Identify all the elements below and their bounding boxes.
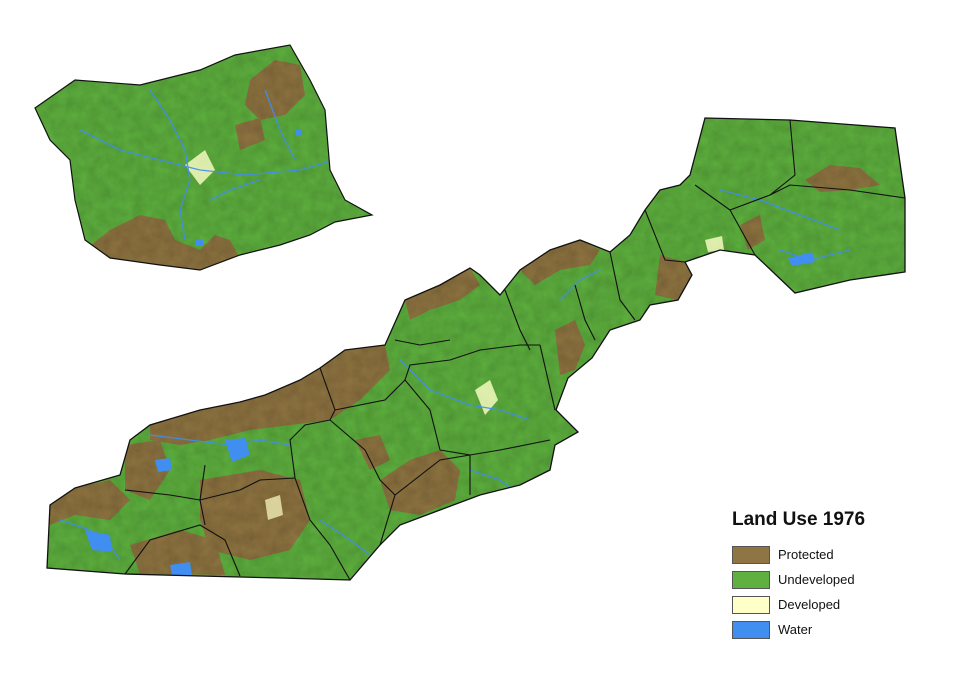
main-region-outline	[46, 117, 906, 581]
legend-swatch-protected	[732, 545, 770, 564]
legend-item-protected: Protected	[732, 542, 932, 567]
legend-swatch-undeveloped	[732, 570, 770, 589]
legend: Land Use 1976 Protected Undeveloped Deve…	[732, 508, 932, 642]
legend-label-protected: Protected	[778, 547, 834, 562]
county-borders	[124, 119, 906, 581]
legend-label-water: Water	[778, 622, 813, 637]
legend-label-undeveloped: Undeveloped	[778, 572, 855, 587]
legend-swatch-developed	[732, 595, 770, 614]
northern-region-outline	[34, 44, 374, 271]
legend-item-developed: Developed	[732, 592, 932, 617]
legend-label-developed: Developed	[778, 597, 841, 612]
northern-region	[35, 45, 372, 270]
legend-item-undeveloped: Undeveloped	[732, 567, 932, 592]
legend-item-water: Water	[732, 617, 932, 642]
legend-title: Land Use 1976	[732, 509, 866, 530]
legend-swatch-water	[732, 620, 770, 639]
